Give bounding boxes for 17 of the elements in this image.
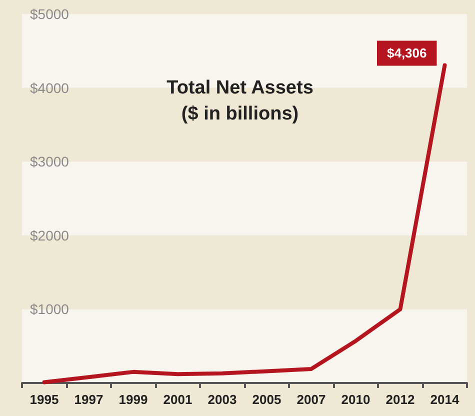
text: Total Net Assets ($ in billions): [166, 78, 314, 124]
x-tick-label: 1995: [30, 392, 59, 407]
x-tick-label: 2003: [208, 392, 237, 407]
x-tick-label: 2001: [163, 392, 192, 407]
y-tick-label: $4000: [30, 80, 70, 96]
y-tick-label: $5000: [30, 6, 70, 22]
x-tick-label: 2014: [430, 392, 460, 407]
y-tick-label: $3000: [30, 154, 70, 170]
y-tick-label: $2000: [30, 227, 70, 244]
x-tick-label: 1997: [74, 392, 104, 407]
x-tick-label: 2010: [341, 392, 370, 407]
x-tick-label: 1999: [118, 392, 148, 407]
data-label: $4,306: [386, 46, 427, 61]
x-tick-label: 2007: [296, 392, 326, 407]
x-tick-label: 2005: [252, 392, 282, 407]
x-tick-label: 2012: [386, 392, 415, 407]
y-tick-label: $1000: [30, 301, 70, 318]
